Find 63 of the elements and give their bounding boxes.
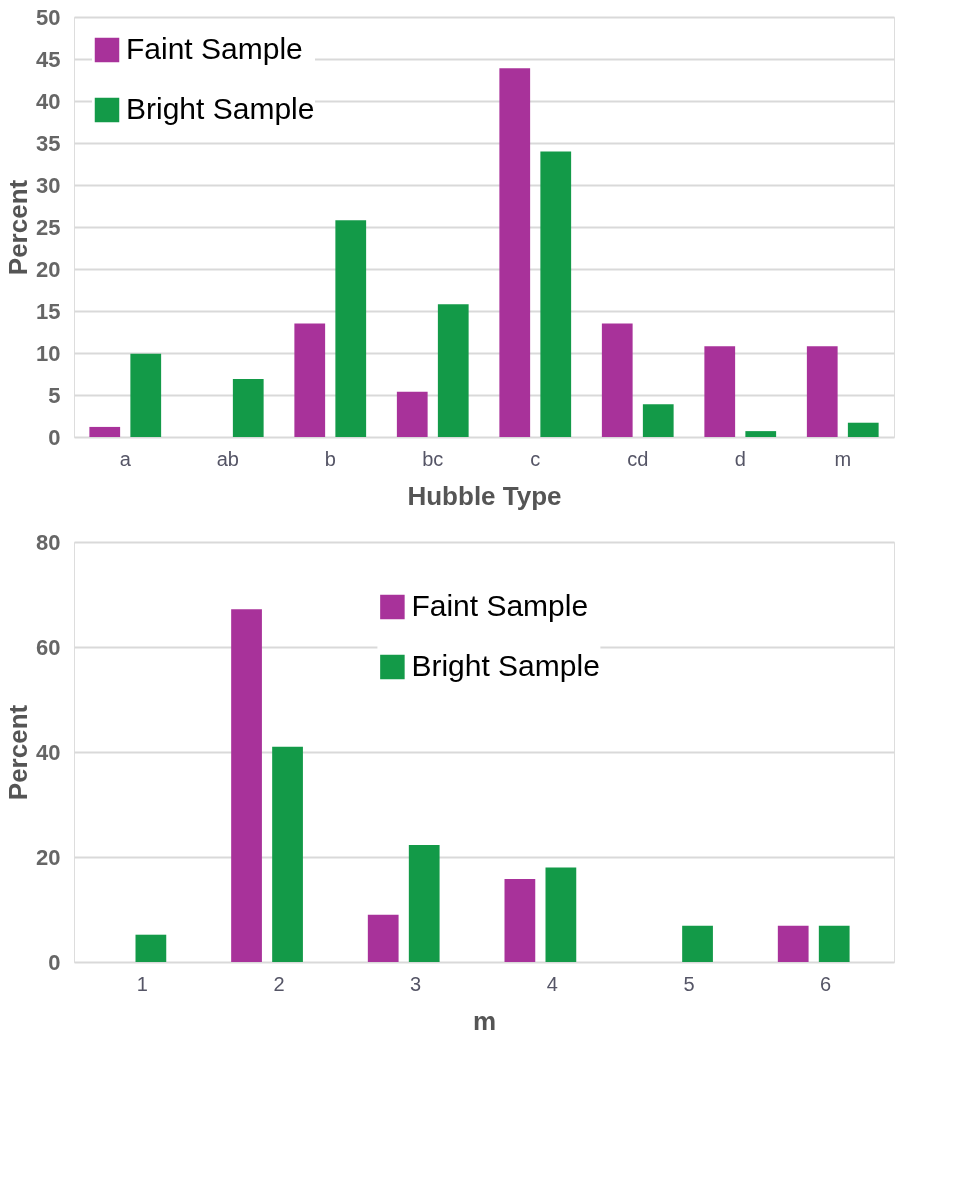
x-tick-label: 4 (546, 972, 558, 995)
bar (89, 426, 121, 437)
bar (818, 925, 850, 962)
bar (396, 391, 428, 437)
y-tick-label: 40 (36, 88, 61, 114)
bar (806, 346, 838, 437)
x-tick-label: ab (216, 447, 239, 470)
x-axis-title: m (472, 1005, 497, 1036)
bar (777, 925, 809, 962)
y-tick-label: 35 (36, 130, 61, 156)
legend-label: Bright Sample (411, 649, 600, 682)
y-tick-label: 60 (36, 634, 61, 660)
bar (272, 746, 303, 962)
y-tick-label: 10 (36, 340, 61, 366)
y-axis-title: Percent (3, 704, 34, 801)
legend-label: Faint Sample (411, 589, 589, 622)
x-tick-label: m (834, 447, 852, 470)
y-tick-label: 25 (36, 214, 61, 240)
bar (499, 68, 531, 437)
bar (540, 151, 572, 437)
bar (847, 422, 879, 437)
x-tick-label: c (530, 447, 541, 470)
y-tick-label: 20 (36, 844, 61, 870)
y-tick-label: 80 (36, 529, 61, 555)
bar (130, 353, 162, 437)
bar (504, 879, 536, 962)
bar (294, 323, 326, 437)
legend-label: Faint Sample (126, 32, 303, 65)
y-tick-label: 0 (48, 949, 61, 975)
y-tick-label: 45 (36, 46, 61, 72)
bar (745, 431, 777, 437)
x-tick-label: d (734, 447, 746, 470)
bar (704, 346, 736, 437)
x-tick-label: cd (627, 447, 649, 470)
x-tick-label: bc (422, 447, 444, 470)
bar (545, 867, 577, 962)
bar (437, 304, 469, 437)
x-tick-label: 3 (410, 972, 422, 995)
bar (682, 925, 713, 962)
bar (231, 609, 262, 962)
legend-label: Bright Sample (126, 92, 315, 125)
bar (335, 220, 367, 437)
x-tick-label: b (324, 447, 336, 470)
bar (367, 914, 399, 962)
bar (408, 844, 440, 962)
x-tick-label: 2 (273, 972, 285, 995)
y-tick-label: 20 (36, 256, 61, 282)
y-tick-label: 0 (48, 424, 61, 450)
x-tick-label: 1 (136, 972, 148, 995)
y-tick-label: 50 (36, 4, 61, 30)
y-tick-label: 5 (48, 382, 61, 408)
x-tick-label: a (119, 447, 132, 470)
y-axis-title: Percent (3, 179, 34, 276)
y-tick-label: 40 (36, 739, 61, 765)
x-axis-title: Hubble Type (407, 480, 562, 511)
bar (642, 404, 674, 437)
y-tick-label: 15 (36, 298, 61, 324)
x-tick-label: 6 (820, 972, 832, 995)
x-tick-label: 5 (683, 972, 695, 995)
bar (232, 379, 264, 437)
bar (135, 934, 167, 962)
bar (601, 323, 633, 437)
y-tick-label: 30 (36, 172, 61, 198)
